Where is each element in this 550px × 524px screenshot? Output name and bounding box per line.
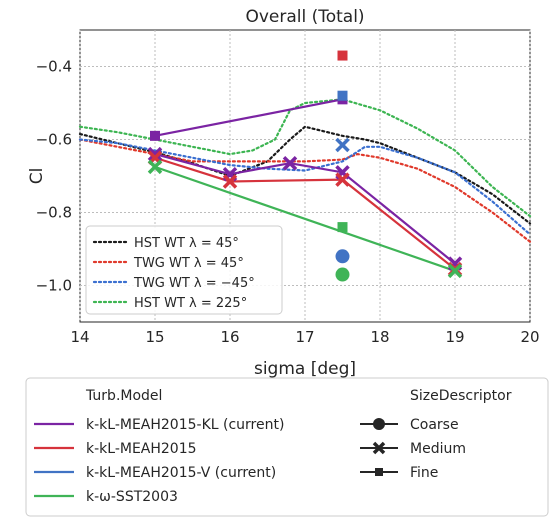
x-tick-label: 18 [370,328,389,346]
fine-marker [150,130,160,141]
fine-marker [337,90,348,101]
wt-legend-label: TWG WT λ = −45° [133,276,255,291]
x-tick-label: 20 [520,328,539,346]
medium-marker [372,441,386,455]
model-legend-label: k-kL-MEAH2015-KL (current) [86,417,284,433]
cfd-series [147,50,463,282]
model-line [154,165,456,272]
medium-marker [335,137,350,153]
wt-legend-label: HST WT λ = 45° [134,236,239,251]
size-legend-label: Coarse [410,417,459,433]
medium-marker [335,172,350,187]
y-tick-label: −0.8 [36,204,72,222]
size-legend-label: Fine [410,465,438,481]
medium-marker [147,159,163,175]
size-descriptor-legend-title: SizeDescriptor [410,388,512,404]
x-tick-label: 15 [145,328,164,346]
wind-tunnel-line [78,138,532,236]
x-tick-label: 14 [70,328,89,346]
coarse-marker [335,267,350,282]
size-legend-label: Medium [410,441,466,457]
y-tick-label: −0.6 [36,131,72,149]
coarse-marker [335,249,350,264]
medium-marker [147,146,163,162]
tick-labels: 14 15 16 17 18 19 20 −1.0 −0.8 −0.6 −0.4 [36,58,540,347]
fine-marker [337,50,348,61]
y-tick-label: −0.4 [36,58,72,76]
medium-marker [447,263,463,279]
medium-marker [222,174,238,189]
x-tick-label: 16 [220,328,239,346]
x-tick-label: 19 [445,328,464,346]
turb-model-legend-title: Turb.Model [85,388,162,404]
wt-legend-label: HST WT λ = 225° [134,296,247,311]
wind-tunnel-legend: HST WT λ = 45° TWG WT λ = 45° TWG WT λ = −… [85,225,283,315]
coarse-marker [373,418,385,430]
wt-legend-label: TWG WT λ = 45° [133,256,244,271]
model-line [154,98,343,137]
model-legend: Turb.Model SizeDescriptor k-kL-MEAH2015-… [25,377,549,517]
x-tick-label: 17 [295,328,314,346]
x-axis-label: sigma [deg] [254,359,356,379]
y-tick-label: −1.0 [36,277,72,295]
medium-marker [282,155,298,171]
y-axis-label: Cl [27,168,47,185]
fine-marker [337,222,348,233]
model-legend-label: k-kL-MEAH2015 [86,441,197,457]
chart-title: Overall (Total) [245,7,364,27]
wind-tunnel-line [78,98,532,218]
fine-marker [375,468,383,476]
model-line [154,156,456,270]
model-legend-label: k-kL-MEAH2015-V (current) [86,465,276,481]
model-legend-label: k-ω-SST2003 [86,489,178,505]
